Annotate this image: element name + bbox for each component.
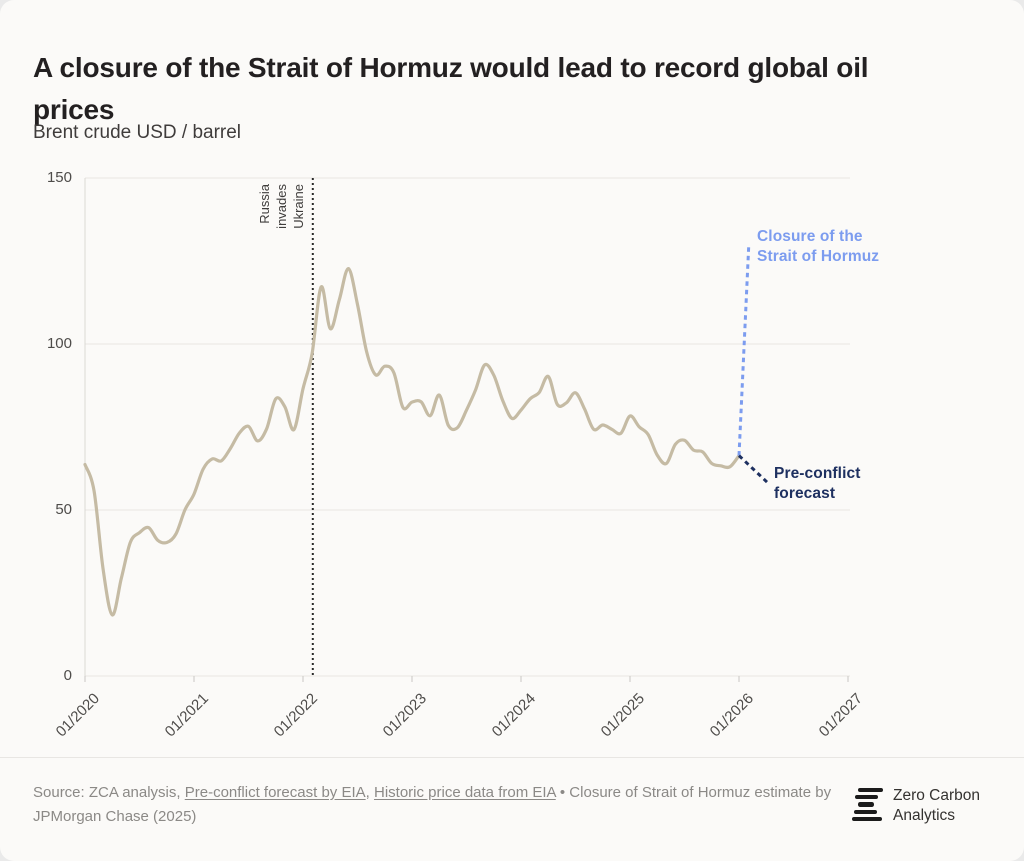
source-prefix: Source: ZCA analysis, [33, 784, 185, 801]
annotation-closure-of-strait: Closure of the Strait of Hormuz [757, 228, 880, 265]
y-tick-label: 50 [55, 501, 72, 518]
source-link-preconflict-forecast[interactable]: Pre-conflict forecast by EIA [184, 784, 366, 801]
page-title: A closure of the Strait of Hormuz would … [33, 51, 869, 125]
source-separator: , [365, 784, 374, 801]
y-tick-label: 150 [46, 169, 72, 186]
source-link-historic-price-data[interactable]: Historic price data from EIA [373, 784, 556, 801]
event-label-russia-invades-ukraine: Russia invades Ukraine [257, 184, 306, 229]
logo-bar [858, 788, 883, 793]
plot-area: 0 50 100 150 01/2020 01/2021 01/2022 01/2023 01/… [46, 169, 880, 740]
plot-svg [83, 177, 850, 682]
logo-bar [852, 816, 882, 821]
footer-divider [0, 757, 1024, 758]
logo-bar [858, 802, 874, 807]
zca-logo-text: Zero Carbon Analytics [893, 787, 981, 824]
zca-logo-icon [852, 788, 884, 822]
chart-subtitle: Brent crude USD / barrel [33, 122, 242, 143]
logo-bar [855, 795, 878, 800]
logo-bar [854, 809, 877, 814]
zca-logo: Zero Carbon Analytics [852, 786, 980, 825]
source-text: Source: ZCA analysis, Pre-conflict forec… [33, 781, 833, 829]
y-tick-label: 100 [46, 335, 72, 352]
source-suffix: • Closure of Strait of Hormuz estimate b… [33, 784, 832, 825]
annotation-preconflict-forecast: Pre-conflict forecast [774, 465, 861, 502]
y-tick-label: 0 [63, 667, 72, 684]
